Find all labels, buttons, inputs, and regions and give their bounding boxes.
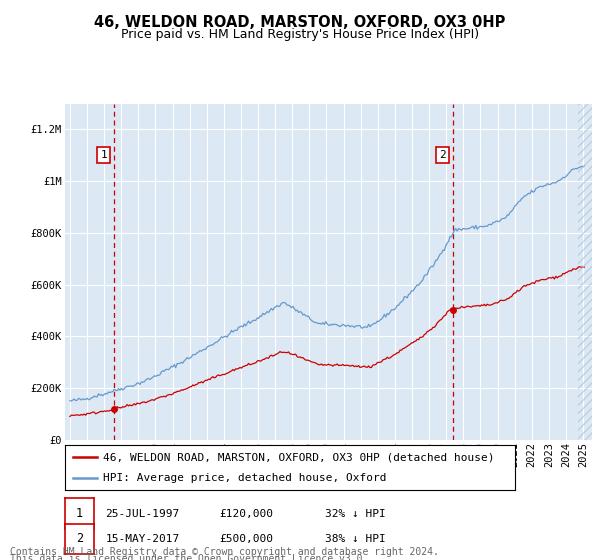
Text: 2: 2 [439, 150, 446, 160]
Bar [578, 104, 595, 440]
Text: HPI: Average price, detached house, Oxford: HPI: Average price, detached house, Oxfo… [103, 473, 386, 483]
Text: 32% ↓ HPI: 32% ↓ HPI [325, 509, 385, 519]
Text: 1: 1 [76, 507, 83, 520]
Text: 1: 1 [100, 150, 107, 160]
Text: 38% ↓ HPI: 38% ↓ HPI [325, 534, 385, 544]
Text: 2: 2 [76, 533, 83, 545]
Text: Contains HM Land Registry data © Crown copyright and database right 2024.: Contains HM Land Registry data © Crown c… [10, 547, 439, 557]
Text: £500,000: £500,000 [220, 534, 274, 544]
Text: 15-MAY-2017: 15-MAY-2017 [106, 534, 180, 544]
Text: £120,000: £120,000 [220, 509, 274, 519]
Text: 25-JUL-1997: 25-JUL-1997 [106, 509, 180, 519]
Bar [578, 104, 592, 440]
Text: Price paid vs. HM Land Registry's House Price Index (HPI): Price paid vs. HM Land Registry's House … [121, 28, 479, 41]
Text: 46, WELDON ROAD, MARSTON, OXFORD, OX3 0HP (detached house): 46, WELDON ROAD, MARSTON, OXFORD, OX3 0H… [103, 452, 494, 463]
Text: This data is licensed under the Open Government Licence v3.0.: This data is licensed under the Open Gov… [10, 554, 368, 560]
Text: 46, WELDON ROAD, MARSTON, OXFORD, OX3 0HP: 46, WELDON ROAD, MARSTON, OXFORD, OX3 0H… [94, 15, 506, 30]
